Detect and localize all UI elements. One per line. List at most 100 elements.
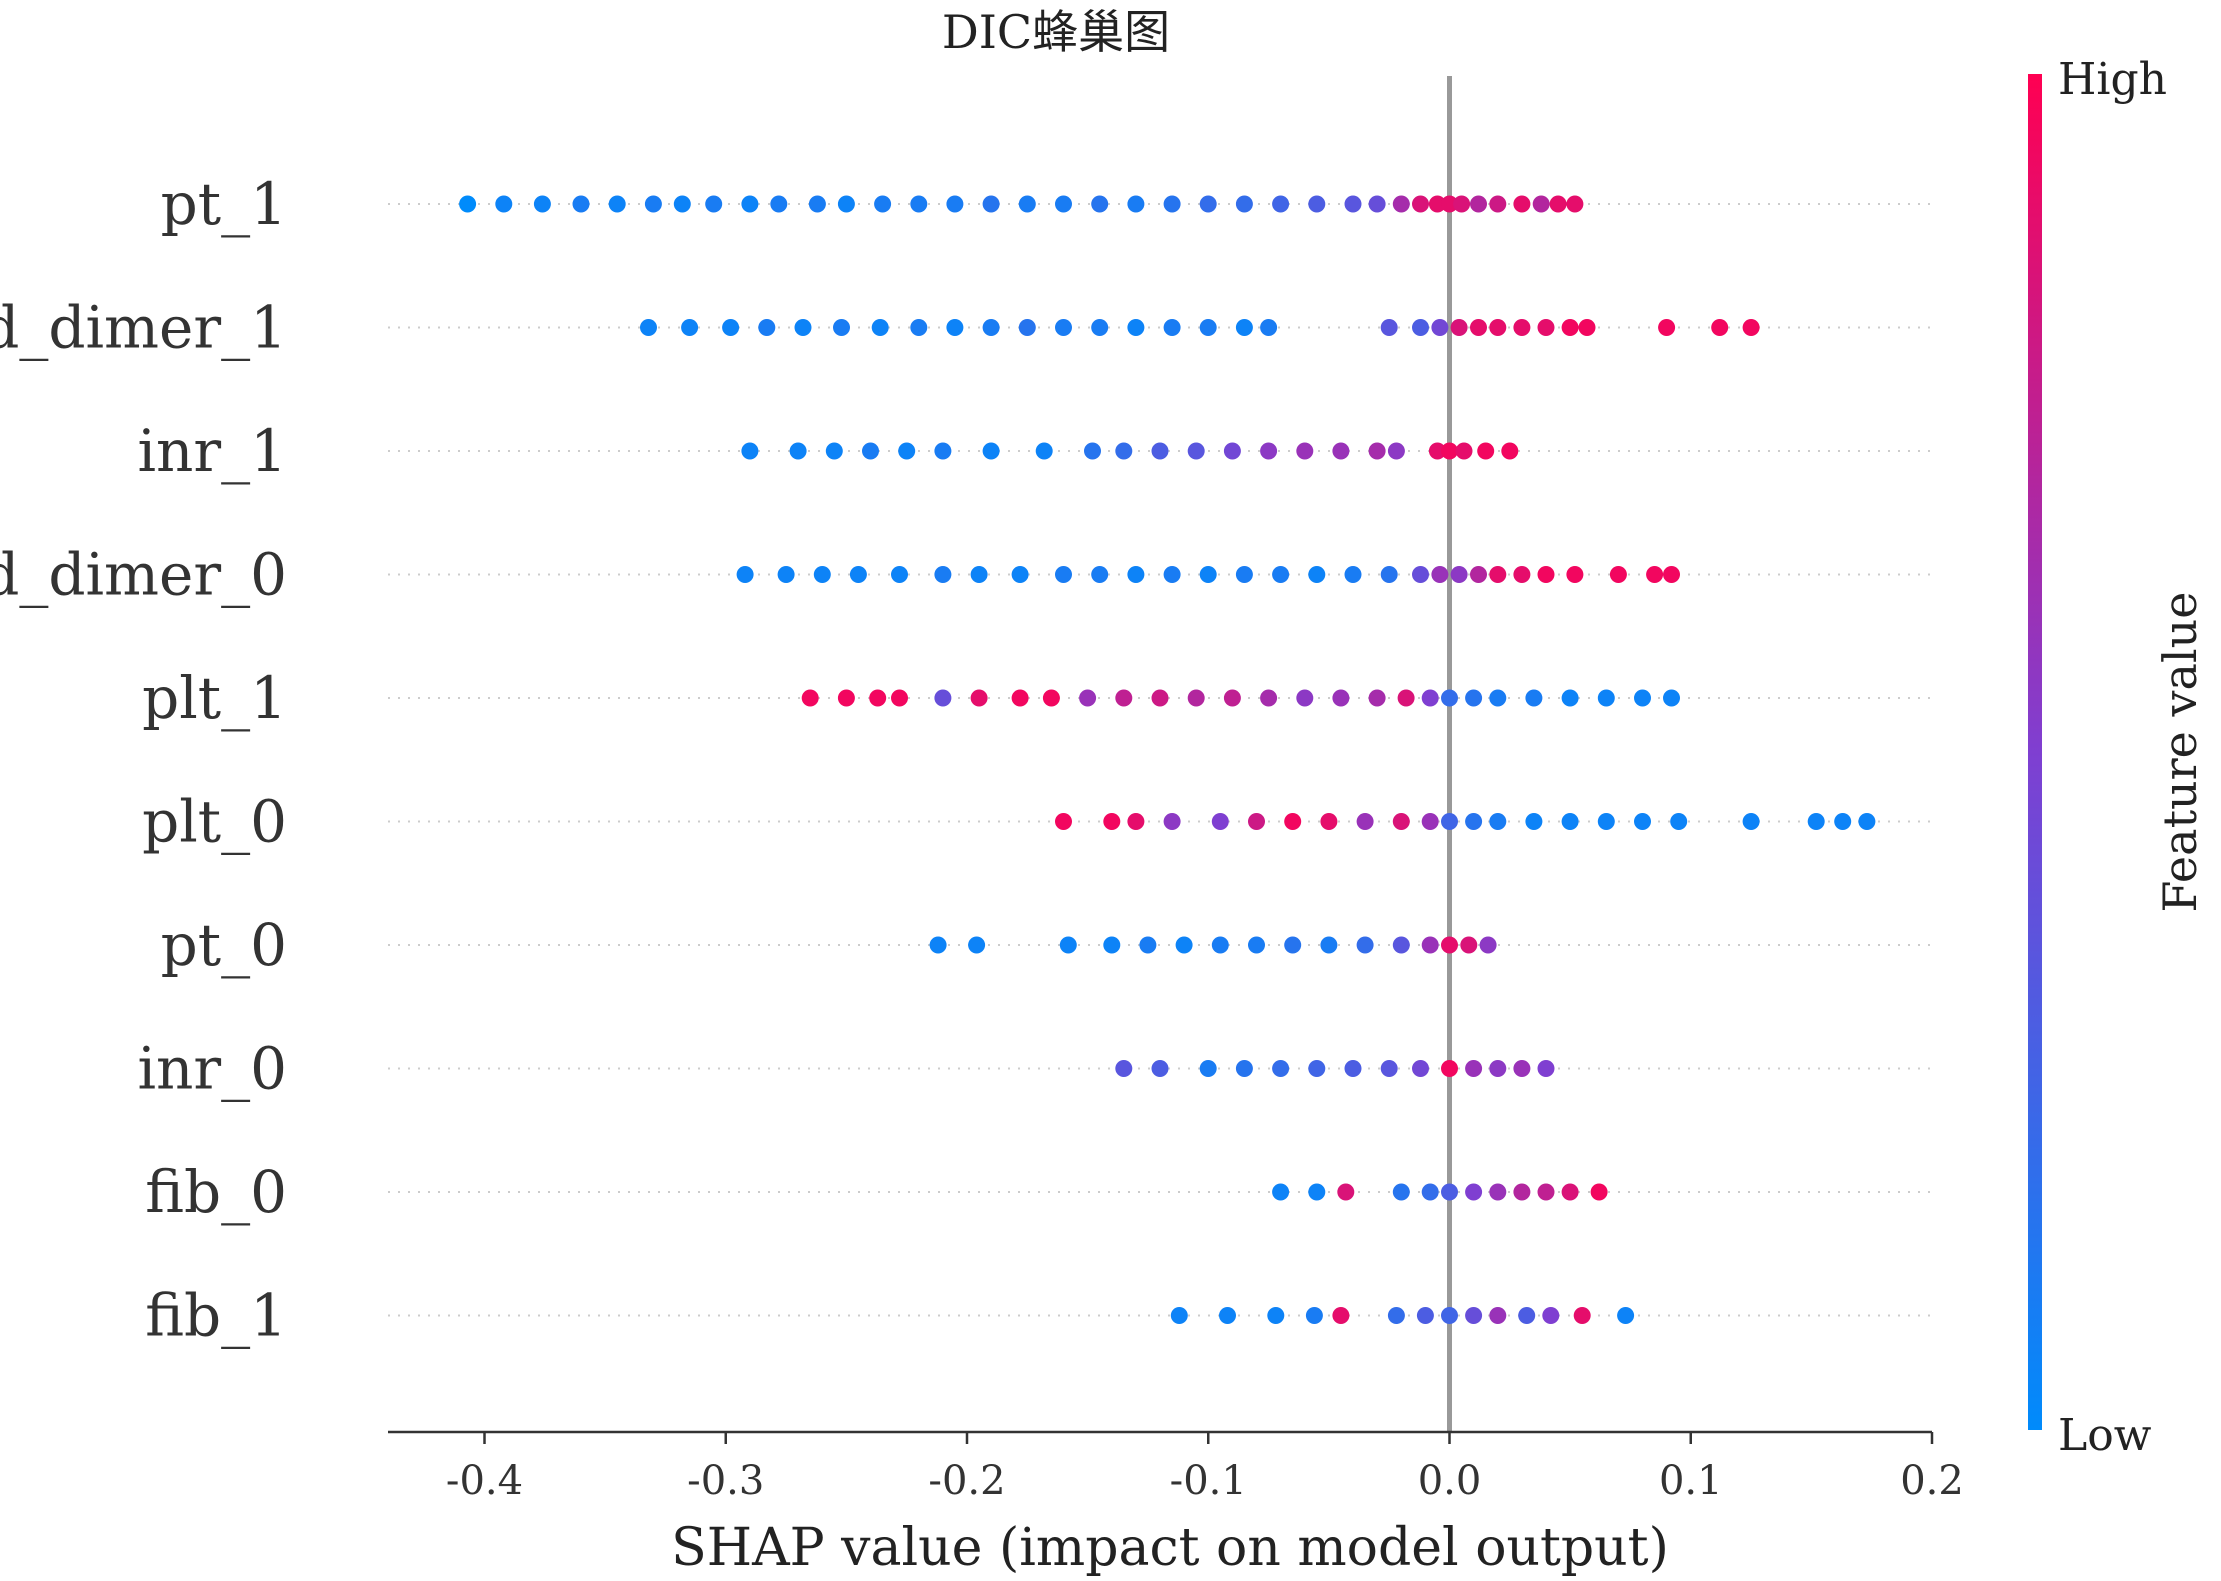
x-tick-label-0: -0.4: [446, 1458, 523, 1504]
feature-label-d_dimer_1: d_dimer_1: [0, 294, 287, 362]
point-plt_1-9: [1115, 689, 1133, 707]
point-d_dimer_1-10: [1018, 319, 1036, 336]
point-d_dimer_0-23: [1513, 566, 1531, 583]
point-fib_1-10: [1518, 1307, 1536, 1324]
point-d_dimer_0-26: [1609, 566, 1627, 583]
point-fib_1-3: [1305, 1307, 1323, 1324]
point-fib_0-0: [1272, 1183, 1290, 1201]
point-inr_0-13: [1537, 1060, 1555, 1077]
point-inr_0-0: [1115, 1060, 1133, 1077]
feature-label-plt_0: plt_0: [142, 788, 287, 856]
point-d_dimer_0-28: [1663, 566, 1680, 583]
feature-label-pt_1: pt_1: [161, 170, 287, 238]
x-tick-label-2: -0.2: [928, 1458, 1005, 1504]
point-pt_0-6: [1211, 936, 1229, 954]
point-plt_0-14: [1525, 813, 1543, 830]
point-d_dimer_1-18: [1380, 319, 1398, 336]
point-d_dimer_1-5: [833, 319, 850, 336]
point-d_dimer_0-15: [1308, 566, 1326, 583]
point-inr_0-9: [1441, 1060, 1458, 1077]
feature-label-pt_0: pt_0: [161, 911, 287, 979]
point-fib_0-2: [1337, 1183, 1355, 1201]
point-d_dimer_1-3: [758, 319, 776, 336]
point-plt_0-16: [1597, 813, 1615, 830]
point-pt_0-3: [1103, 936, 1121, 954]
point-plt_0-19: [1742, 813, 1760, 830]
colorbar-title: Feature value: [2153, 592, 2207, 913]
point-fib_0-7: [1489, 1183, 1507, 1201]
feature-label-plt_1: plt_1: [142, 664, 287, 732]
colorbar: [2028, 74, 2042, 1430]
point-plt_1-25: [1634, 689, 1651, 707]
point-fib_0-1: [1308, 1183, 1326, 1201]
point-plt_0-3: [1163, 813, 1181, 830]
point-fib_1-11: [1542, 1307, 1560, 1324]
point-pt_0-4: [1139, 936, 1157, 954]
point-plt_1-0: [801, 689, 819, 707]
point-d_dimer_1-23: [1489, 319, 1507, 336]
point-pt_1-31: [1453, 195, 1471, 213]
point-inr_0-5: [1308, 1060, 1326, 1077]
point-inr_1-6: [982, 442, 1000, 460]
point-fib_0-5: [1441, 1183, 1458, 1201]
point-d_dimer_0-8: [1055, 566, 1072, 583]
point-d_dimer_1-22: [1470, 319, 1487, 336]
point-inr_1-21: [1477, 442, 1495, 460]
point-d_dimer_1-24: [1513, 319, 1531, 336]
feature-labels: pt_1 d_dimer_1 inr_1 d_dimer_0 plt_1 plt_0 pt_…: [0, 170, 287, 1350]
point-pt_1-23: [1272, 195, 1290, 213]
point-plt_1-20: [1465, 689, 1483, 707]
point-d_dimer_1-0: [640, 319, 657, 336]
point-inr_1-9: [1115, 442, 1133, 460]
point-inr_1-19: [1441, 442, 1458, 460]
feature-label-d_dimer_0: d_dimer_0: [0, 541, 287, 609]
point-inr_0-11: [1489, 1060, 1507, 1077]
point-d_dimer_0-18: [1412, 566, 1429, 583]
point-fib_1-8: [1465, 1307, 1483, 1324]
point-plt_1-6: [1011, 689, 1029, 707]
point-d_dimer_1-12: [1091, 319, 1109, 336]
point-inr_1-17: [1387, 442, 1405, 460]
point-plt_1-10: [1151, 689, 1169, 707]
point-fib_1-5: [1387, 1307, 1405, 1324]
point-pt_0-12: [1421, 936, 1439, 954]
point-plt_1-12: [1223, 689, 1241, 707]
point-plt_0-10: [1421, 813, 1439, 830]
point-d_dimer_1-4: [794, 319, 812, 336]
point-inr_0-2: [1199, 1060, 1217, 1077]
point-pt_1-33: [1489, 195, 1507, 213]
point-d_dimer_1-27: [1578, 319, 1596, 336]
point-plt_0-5: [1248, 813, 1265, 830]
point-pt_0-11: [1392, 936, 1410, 954]
point-d_dimer_1-15: [1199, 319, 1217, 336]
point-plt_1-18: [1421, 689, 1439, 707]
row-guides: [388, 203, 1932, 1317]
point-fib_0-11: [1590, 1183, 1608, 1201]
point-d_dimer_1-6: [871, 319, 889, 336]
point-d_dimer_0-17: [1380, 566, 1398, 583]
point-d_dimer_0-19: [1431, 566, 1449, 583]
point-d_dimer_0-5: [934, 566, 952, 583]
point-pt_1-4: [608, 195, 626, 213]
point-d_dimer_0-9: [1091, 566, 1109, 583]
point-inr_0-6: [1344, 1060, 1362, 1077]
point-plt_1-14: [1296, 689, 1314, 707]
point-plt_1-2: [869, 689, 887, 707]
point-inr_1-7: [1035, 442, 1053, 460]
point-inr_1-13: [1260, 442, 1278, 460]
point-pt_0-1: [968, 936, 986, 954]
point-inr_0-10: [1465, 1060, 1483, 1077]
point-pt_1-3: [572, 195, 590, 213]
colorbar-low-label: Low: [2058, 1410, 2152, 1461]
point-plt_1-23: [1561, 689, 1579, 707]
feature-label-fib_0: fib_0: [145, 1158, 287, 1226]
point-d_dimer_0-1: [777, 566, 795, 583]
point-plt_1-16: [1368, 689, 1386, 707]
point-pt_1-37: [1566, 195, 1584, 213]
point-pt_1-12: [874, 195, 892, 213]
point-d_dimer_1-25: [1537, 319, 1555, 336]
point-inr_0-1: [1151, 1060, 1169, 1077]
point-pt_1-9: [770, 195, 788, 213]
point-d_dimer_0-22: [1489, 566, 1507, 583]
